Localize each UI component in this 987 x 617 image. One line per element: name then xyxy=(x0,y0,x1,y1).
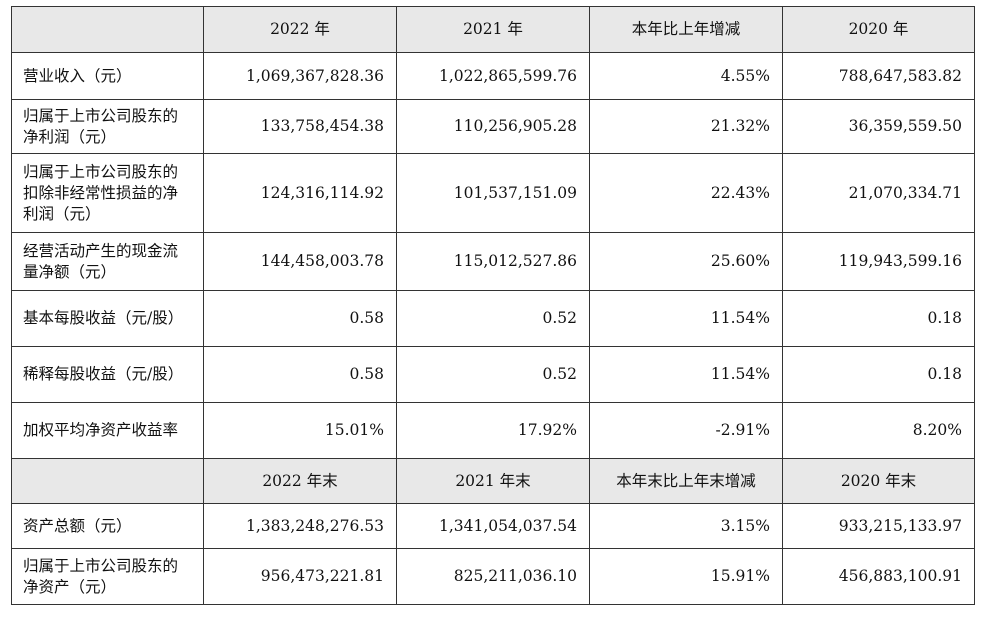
cell-value: 933,215,133.97 xyxy=(782,503,975,549)
cell-value: 1,022,865,599.76 xyxy=(396,52,590,100)
cell-value: 36,359,559.50 xyxy=(782,99,975,154)
cell-value: 4.55% xyxy=(589,52,783,100)
cell-value: 8.20% xyxy=(782,402,975,459)
header-blank-cell xyxy=(11,458,204,504)
cell-value: 101,537,151.09 xyxy=(396,153,590,233)
cell-value: 788,647,583.82 xyxy=(782,52,975,100)
cell-value: 825,211,036.10 xyxy=(396,548,590,605)
cell-value: 21.32% xyxy=(589,99,783,154)
header-change: 本年比上年增减 xyxy=(589,6,783,53)
cell-value: 956,473,221.81 xyxy=(203,548,397,605)
table-row: 资产总额（元） 1,383,248,276.53 1,341,054,037.5… xyxy=(11,503,975,549)
cell-value: -2.91% xyxy=(589,402,783,459)
cell-value: 0.58 xyxy=(203,290,397,347)
header-row-years: 2022 年 2021 年 本年比上年增减 2020 年 xyxy=(11,6,975,53)
cell-value: 1,341,054,037.54 xyxy=(396,503,590,549)
row-label-net-profit: 归属于上市公司股东的净利润（元） xyxy=(11,99,204,154)
cell-value: 124,316,114.92 xyxy=(203,153,397,233)
cell-value: 133,758,454.38 xyxy=(203,99,397,154)
cell-value: 11.54% xyxy=(589,290,783,347)
cell-value: 25.60% xyxy=(589,232,783,291)
table-row: 经营活动产生的现金流量净额（元） 144,458,003.78 115,012,… xyxy=(11,232,975,291)
header-row-year-end: 2022 年末 2021 年末 本年末比上年末增减 2020 年末 xyxy=(11,458,975,504)
cell-value: 110,256,905.28 xyxy=(396,99,590,154)
cell-value: 1,383,248,276.53 xyxy=(203,503,397,549)
table-row: 归属于上市公司股东的扣除非经常性损益的净利润（元） 124,316,114.92… xyxy=(11,153,975,233)
row-label-roe: 加权平均净资产收益率 xyxy=(11,402,204,459)
row-label-revenue: 营业收入（元） xyxy=(11,52,204,100)
row-label-net-assets: 归属于上市公司股东的净资产（元） xyxy=(11,548,204,605)
row-label-total-assets: 资产总额（元） xyxy=(11,503,204,549)
cell-value: 0.58 xyxy=(203,346,397,403)
cell-value: 1,069,367,828.36 xyxy=(203,52,397,100)
cell-value: 0.52 xyxy=(396,346,590,403)
cell-value: 115,012,527.86 xyxy=(396,232,590,291)
cell-value: 21,070,334.71 xyxy=(782,153,975,233)
row-label-diluted-eps: 稀释每股收益（元/股） xyxy=(11,346,204,403)
cell-value: 144,458,003.78 xyxy=(203,232,397,291)
cell-value: 0.18 xyxy=(782,290,975,347)
header-change-end: 本年末比上年末增减 xyxy=(589,458,783,504)
cell-value: 119,943,599.16 xyxy=(782,232,975,291)
table-row: 归属于上市公司股东的净资产（元） 956,473,221.81 825,211,… xyxy=(11,548,975,605)
header-blank-cell xyxy=(11,6,204,53)
cell-value: 22.43% xyxy=(589,153,783,233)
table-row: 加权平均净资产收益率 15.01% 17.92% -2.91% 8.20% xyxy=(11,402,975,459)
row-label-net-profit-deducted: 归属于上市公司股东的扣除非经常性损益的净利润（元） xyxy=(11,153,204,233)
cell-value: 0.52 xyxy=(396,290,590,347)
cell-value: 0.18 xyxy=(782,346,975,403)
financial-data-table: 2022 年 2021 年 本年比上年增减 2020 年 营业收入（元） 1,0… xyxy=(11,6,975,605)
header-2020: 2020 年 xyxy=(782,6,975,53)
table-row: 基本每股收益（元/股） 0.58 0.52 11.54% 0.18 xyxy=(11,290,975,347)
header-2020-end: 2020 年末 xyxy=(782,458,975,504)
table-row: 归属于上市公司股东的净利润（元） 133,758,454.38 110,256,… xyxy=(11,99,975,154)
cell-value: 3.15% xyxy=(589,503,783,549)
header-2021-end: 2021 年末 xyxy=(396,458,590,504)
cell-value: 15.91% xyxy=(589,548,783,605)
financial-table-container: 2022 年 2021 年 本年比上年增减 2020 年 营业收入（元） 1,0… xyxy=(11,6,975,605)
table-row: 稀释每股收益（元/股） 0.58 0.52 11.54% 0.18 xyxy=(11,346,975,403)
header-2021: 2021 年 xyxy=(396,6,590,53)
cell-value: 15.01% xyxy=(203,402,397,459)
cell-value: 456,883,100.91 xyxy=(782,548,975,605)
row-label-basic-eps: 基本每股收益（元/股） xyxy=(11,290,204,347)
row-label-operating-cash-flow: 经营活动产生的现金流量净额（元） xyxy=(11,232,204,291)
header-2022: 2022 年 xyxy=(203,6,397,53)
cell-value: 11.54% xyxy=(589,346,783,403)
cell-value: 17.92% xyxy=(396,402,590,459)
table-row: 营业收入（元） 1,069,367,828.36 1,022,865,599.7… xyxy=(11,52,975,100)
header-2022-end: 2022 年末 xyxy=(203,458,397,504)
